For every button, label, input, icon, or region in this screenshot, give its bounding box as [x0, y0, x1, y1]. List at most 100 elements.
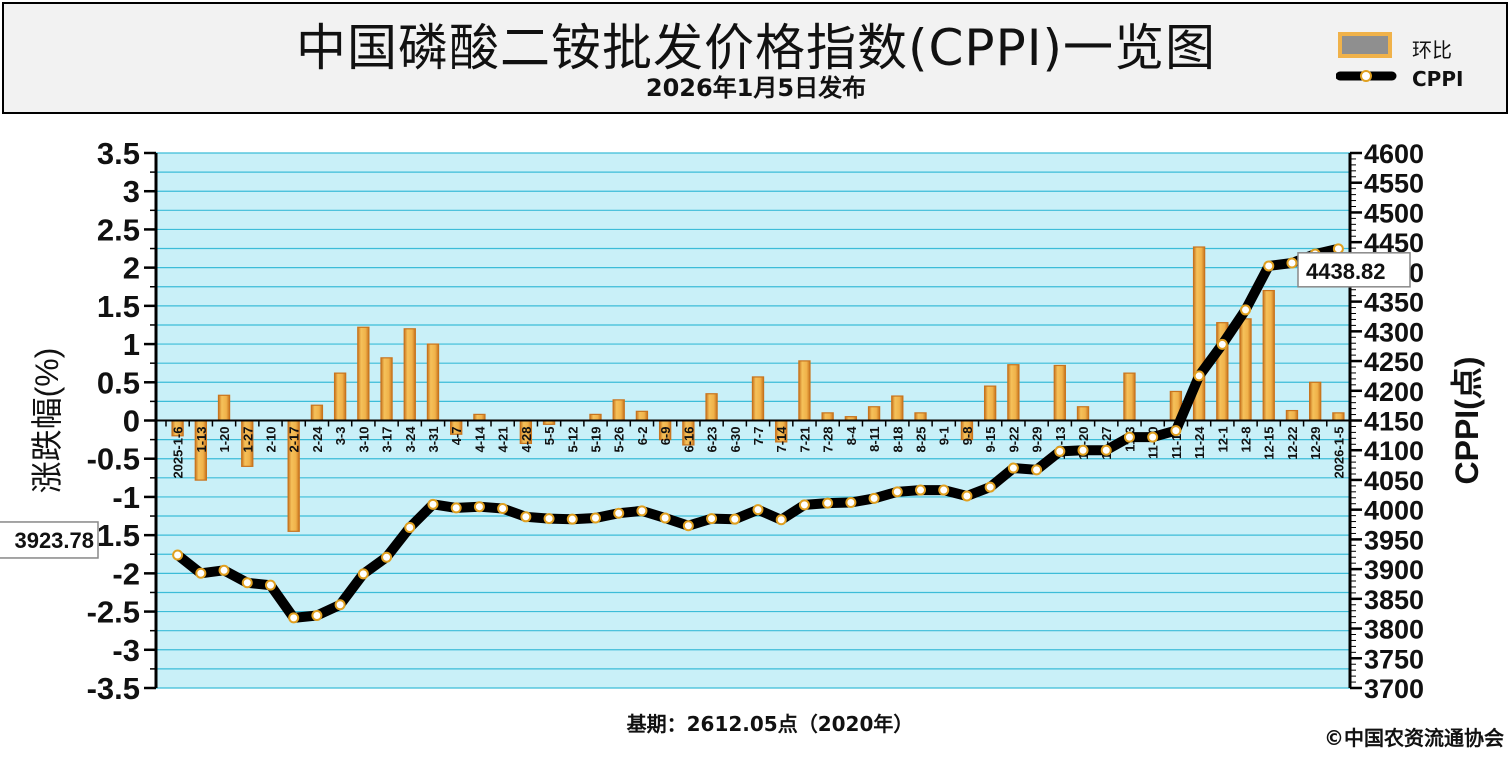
- bar: [612, 399, 625, 422]
- left-tick-label: 2: [123, 251, 140, 286]
- cppi-point: [311, 609, 323, 621]
- right-tick-label: 4550: [1364, 169, 1424, 199]
- bar: [357, 326, 370, 422]
- cppi-point: [497, 502, 509, 514]
- header-band: [2, 2, 1508, 114]
- cppi-point: [613, 507, 625, 519]
- bar: [798, 360, 811, 422]
- cppi-point: [1193, 370, 1205, 382]
- x-tick-label: 12-22: [1285, 427, 1300, 460]
- cppi-point: [798, 499, 810, 511]
- cppi-point: [566, 513, 578, 525]
- x-tick-label: 12-29: [1308, 427, 1323, 460]
- bar: [310, 404, 324, 422]
- cppi-point: [868, 492, 880, 504]
- x-tick-label: 3-17: [380, 427, 395, 453]
- x-tick-label: 5-26: [612, 427, 627, 453]
- x-tick-label: 2-24: [310, 426, 325, 453]
- cppi-point: [543, 513, 555, 525]
- cppi-point: [241, 577, 253, 589]
- x-tick-label: 9-22: [1006, 427, 1021, 453]
- right-tick-label: 4500: [1364, 198, 1424, 228]
- right-tick-label: 4100: [1364, 436, 1424, 466]
- bar: [914, 412, 927, 422]
- base-period-note: 基期：2612.05点（2020年）: [626, 712, 914, 736]
- bar: [1123, 372, 1136, 422]
- cppi-point: [659, 512, 671, 524]
- cppi-point: [822, 497, 834, 509]
- x-tick-label: 7-14: [774, 426, 789, 453]
- cppi-point: [264, 579, 276, 591]
- cppi-point: [961, 490, 973, 502]
- x-tick-label: 4-28: [519, 427, 534, 453]
- left-tick-label: 0: [123, 404, 140, 439]
- bar: [983, 385, 997, 422]
- right-tick-label: 4300: [1364, 317, 1424, 347]
- cppi-point: [195, 567, 207, 579]
- cppi-point: [520, 511, 532, 523]
- bar: [867, 406, 881, 422]
- x-tick-label: 12-15: [1262, 427, 1277, 460]
- chart-plot: 2025-1-6 1-13 1-20 1-27 2-10 2-17 2-24 3-3 3-10 3…: [0, 136, 1485, 706]
- cppi-point: [1332, 243, 1344, 255]
- x-tick-label: 4-14: [472, 426, 487, 453]
- page-title: 中国磷酸二铵批发价格指数(CPPI)一览图: [296, 19, 1216, 77]
- bar: [1262, 289, 1275, 422]
- cppi-point: [1263, 260, 1275, 272]
- x-tick-label: 12-1: [1215, 427, 1230, 453]
- x-tick-label: 1-20: [217, 427, 232, 453]
- bar: [333, 372, 347, 422]
- cppi-point: [218, 564, 230, 576]
- right-axis-title: CPPI(点): [1449, 356, 1485, 484]
- x-tick-label: 2-10: [263, 427, 278, 453]
- first-value-box: [0, 521, 99, 559]
- right-tick-label: 3950: [1364, 525, 1424, 555]
- cppi-point: [752, 504, 764, 516]
- x-tick-label: 7-21: [797, 427, 812, 453]
- right-tick-label: 3800: [1364, 615, 1424, 645]
- right-tick-label: 4350: [1364, 288, 1424, 318]
- bar: [705, 393, 718, 422]
- x-tick-label: 8-18: [890, 427, 905, 453]
- cppi-point: [682, 520, 694, 532]
- cppi-point: [915, 484, 927, 496]
- x-tick-label: 8-4: [844, 426, 859, 446]
- cppi-point: [706, 513, 718, 525]
- x-tick-label: 3-3: [333, 427, 348, 446]
- left-tick-label: -0.5: [87, 442, 140, 477]
- cppi-point: [589, 512, 601, 524]
- right-tick-label: 4600: [1364, 139, 1424, 169]
- x-tick-label: 1-27: [240, 427, 255, 453]
- left-tick-label: -2.5: [87, 595, 140, 630]
- bar: [426, 343, 440, 422]
- left-tick-label: 2.5: [97, 212, 140, 247]
- cppi-point: [891, 486, 903, 498]
- cppi-point: [1170, 425, 1182, 437]
- bar: [1239, 318, 1252, 422]
- cppi-point: [775, 514, 787, 526]
- cppi-point: [334, 599, 346, 611]
- x-tick-label: 7-28: [821, 427, 836, 453]
- bar: [1285, 409, 1299, 422]
- x-tick-label: 6-2: [635, 427, 650, 446]
- cppi-point: [473, 501, 485, 513]
- x-tick-label: 2026-1-5: [1331, 427, 1346, 479]
- cppi-point: [1054, 445, 1066, 457]
- x-tick-label: 8-25: [914, 427, 929, 453]
- bar: [751, 376, 765, 422]
- x-tick-label: 12-8: [1239, 427, 1254, 453]
- cppi-point: [729, 513, 741, 525]
- x-tick-label: 8-11: [867, 427, 882, 452]
- x-tick-label: 11-24: [1192, 426, 1207, 459]
- bar: [403, 328, 416, 422]
- left-tick-label: 1.5: [97, 289, 140, 324]
- x-tick-label: 1-13: [194, 427, 209, 453]
- x-tick-label: 6-16: [681, 427, 696, 453]
- bar: [635, 410, 649, 422]
- x-tick-label: 2-17: [287, 427, 302, 453]
- bar: [217, 394, 231, 422]
- x-tick-label: 3-31: [426, 427, 441, 453]
- bar: [1053, 364, 1066, 422]
- right-tick-label: 3750: [1364, 644, 1424, 674]
